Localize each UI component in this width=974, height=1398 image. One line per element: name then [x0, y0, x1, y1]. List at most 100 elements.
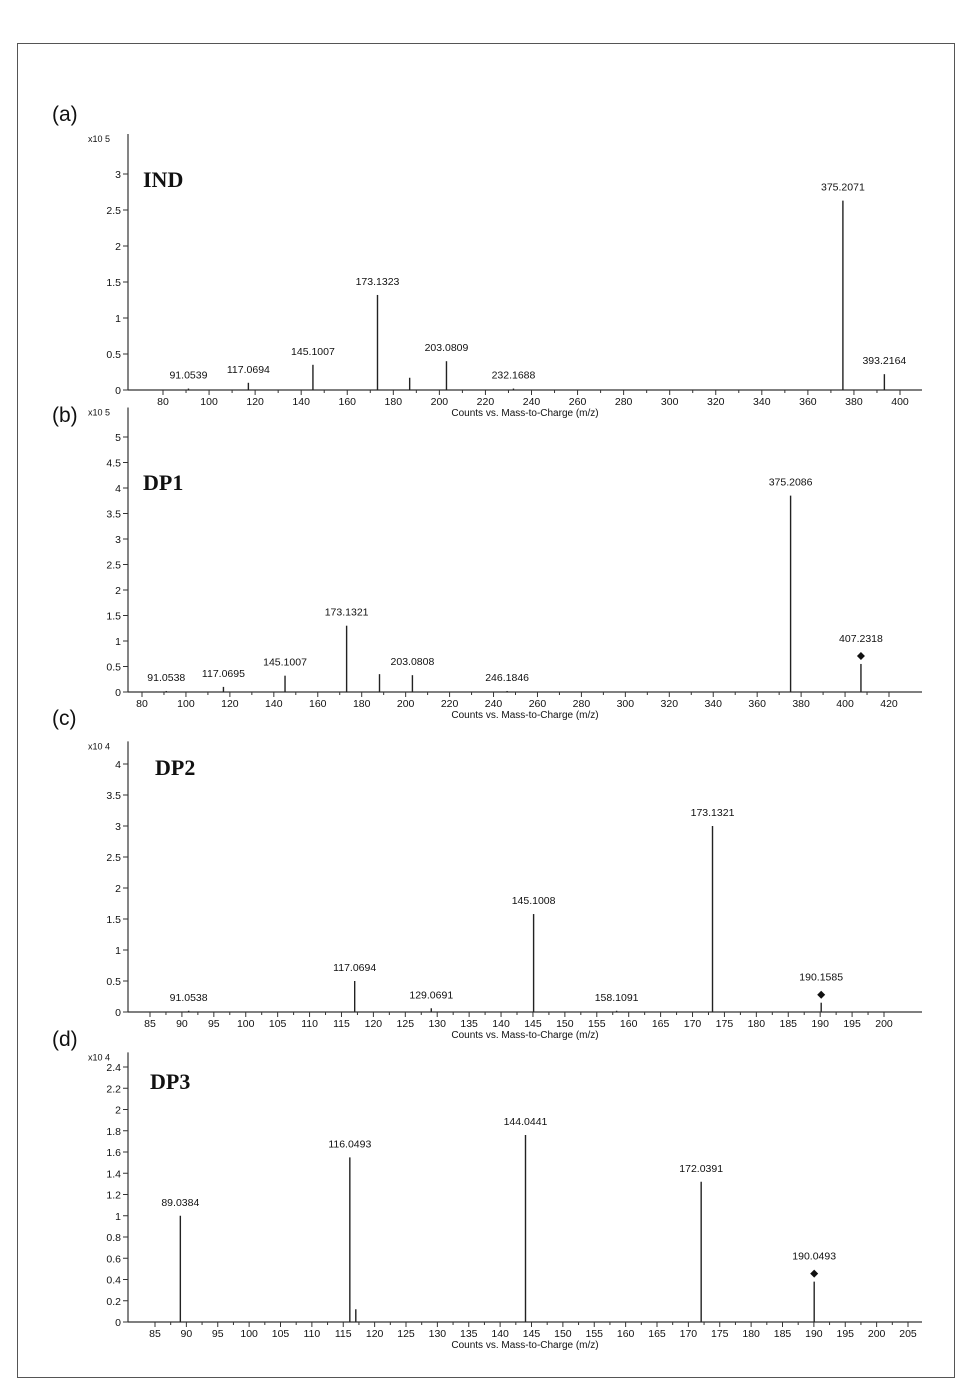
peak-label: 91.0538	[170, 992, 208, 1004]
x-tick-label: 170	[684, 1018, 702, 1030]
y-tick-label: 0	[115, 385, 121, 397]
y-tick-label: 1	[115, 636, 121, 648]
x-tick-label: 420	[880, 698, 898, 710]
y-tick-label: 2	[115, 883, 121, 895]
x-tick-label: 190	[805, 1328, 823, 1340]
x-tick-label: 400	[891, 396, 909, 408]
x-tick-label: 100	[240, 1328, 258, 1340]
x-tick-label: 130	[428, 1018, 446, 1030]
x-tick-label: 180	[353, 698, 371, 710]
x-tick-label: 160	[617, 1328, 635, 1340]
x-tick-label: 160	[620, 1018, 638, 1030]
y-tick-label: 2.5	[106, 852, 121, 864]
x-tick-label: 110	[301, 1018, 318, 1030]
x-tick-label: 180	[385, 396, 403, 408]
compound-label: IND	[143, 167, 183, 192]
x-tick-label: 200	[875, 1018, 893, 1030]
x-tick-label: 240	[523, 396, 541, 408]
y-tick-label: 2	[115, 241, 121, 253]
peak-label: 117.0694	[227, 364, 270, 376]
y-tick-label: 0.5	[106, 976, 121, 988]
x-tick-label: 140	[491, 1328, 509, 1340]
compound-label: DP1	[143, 470, 183, 495]
x-tick-label: 160	[309, 698, 327, 710]
peak-label: 173.1321	[691, 807, 735, 819]
peak-label: 116.0493	[328, 1138, 371, 1150]
x-tick-label: 155	[588, 1018, 606, 1030]
x-axis-title: Counts vs. Mass-to-Charge (m/z)	[451, 1030, 598, 1041]
x-tick-label: 125	[397, 1328, 415, 1340]
y-tick-label: 0	[115, 687, 121, 699]
y-tick-label: 5	[115, 432, 121, 444]
panel-label: (d)	[52, 1028, 78, 1051]
y-tick-label: 0.6	[106, 1253, 121, 1265]
x-axis-title: Counts vs. Mass-to-Charge (m/z)	[451, 408, 598, 419]
peak-label: 375.2071	[821, 182, 865, 194]
y-tick-label: 3	[115, 169, 121, 181]
spectrum-panel-dp3: (d) x10 4 DP3 0 0.2 0.4 0.6 0.8 1 1.2 1.4 1.6 1.8 2 2.…	[52, 1028, 922, 1351]
x-tick-label: 360	[748, 698, 766, 710]
x-tick-label: 190	[811, 1018, 829, 1030]
peak-label: 190.1585	[799, 972, 843, 984]
peak-label: 144.0441	[504, 1116, 548, 1128]
spectrum-panel-dp1: (b) x10 5 DP1 0 0.5 1 1.5 2 2.5 3 3.5 4 4.5 5 80 100 120…	[52, 404, 922, 721]
x-tick-label: 340	[753, 396, 771, 408]
y-tick-label: 2.4	[106, 1062, 121, 1074]
y-tick-label: 0.8	[106, 1232, 121, 1244]
y-tick-label: 2.2	[106, 1083, 121, 1095]
x-tick-label: 85	[149, 1328, 161, 1340]
y-tick-label: 1.4	[106, 1168, 121, 1180]
peak-label: 393.2164	[862, 355, 906, 367]
y-tick-label: 1	[115, 313, 121, 325]
x-tick-label: 185	[774, 1328, 792, 1340]
precursor-diamond-marker	[817, 990, 826, 999]
x-tick-label: 95	[208, 1018, 220, 1030]
y-tick-label: 0.5	[106, 349, 121, 361]
y-multiplier-label: x10 4	[88, 1052, 110, 1062]
spectrum-panel-dp2: (c) x10 4 DP2 0 0.5 1 1.5 2 2.5 3 3.5 4 85 90 95 100 105…	[52, 707, 922, 1041]
y-tick-label: 0	[115, 1317, 121, 1329]
x-tick-label: 120	[221, 698, 239, 710]
y-multiplier-label: x10 5	[88, 408, 110, 418]
compound-label: DP3	[150, 1069, 190, 1094]
x-tick-label: 280	[615, 396, 633, 408]
x-tick-label: 115	[335, 1328, 352, 1340]
peak-label: 117.0695	[202, 668, 245, 680]
y-tick-label: 1.6	[106, 1147, 121, 1159]
x-axis-title: Counts vs. Mass-to-Charge (m/z)	[451, 1340, 598, 1351]
x-tick-label: 150	[554, 1328, 572, 1340]
peak-label: 375.2086	[769, 477, 813, 489]
figure-frame	[17, 43, 955, 1378]
y-tick-label: 3	[115, 534, 121, 546]
x-tick-label: 260	[569, 396, 587, 408]
x-tick-label: 145	[524, 1018, 542, 1030]
x-tick-label: 200	[397, 698, 415, 710]
peak-label: 232.1688	[492, 370, 536, 382]
x-tick-label: 165	[648, 1328, 666, 1340]
x-tick-label: 90	[176, 1018, 188, 1030]
y-tick-label: 1.5	[106, 914, 121, 926]
y-tick-label: 2.5	[106, 205, 121, 217]
y-multiplier-label: x10 4	[88, 741, 110, 751]
x-tick-label: 105	[269, 1018, 287, 1030]
peak-label: 158.1091	[595, 992, 639, 1004]
peak-label: 203.0809	[425, 342, 469, 354]
x-tick-label: 155	[585, 1328, 603, 1340]
x-tick-label: 380	[845, 396, 863, 408]
x-tick-label: 140	[265, 698, 283, 710]
x-tick-label: 140	[492, 1018, 510, 1030]
y-tick-label: 3.5	[106, 790, 121, 802]
x-tick-label: 205	[899, 1328, 917, 1340]
x-tick-label: 130	[429, 1328, 447, 1340]
x-tick-label: 120	[366, 1328, 384, 1340]
x-tick-label: 185	[779, 1018, 797, 1030]
x-tick-label: 360	[799, 396, 817, 408]
peak-label: 129.0691	[409, 989, 453, 1001]
x-tick-label: 195	[843, 1018, 861, 1030]
x-tick-label: 200	[431, 396, 449, 408]
peak-label: 117.0694	[333, 962, 376, 974]
y-tick-label: 0	[115, 1007, 121, 1019]
y-tick-label: 1	[115, 945, 121, 957]
